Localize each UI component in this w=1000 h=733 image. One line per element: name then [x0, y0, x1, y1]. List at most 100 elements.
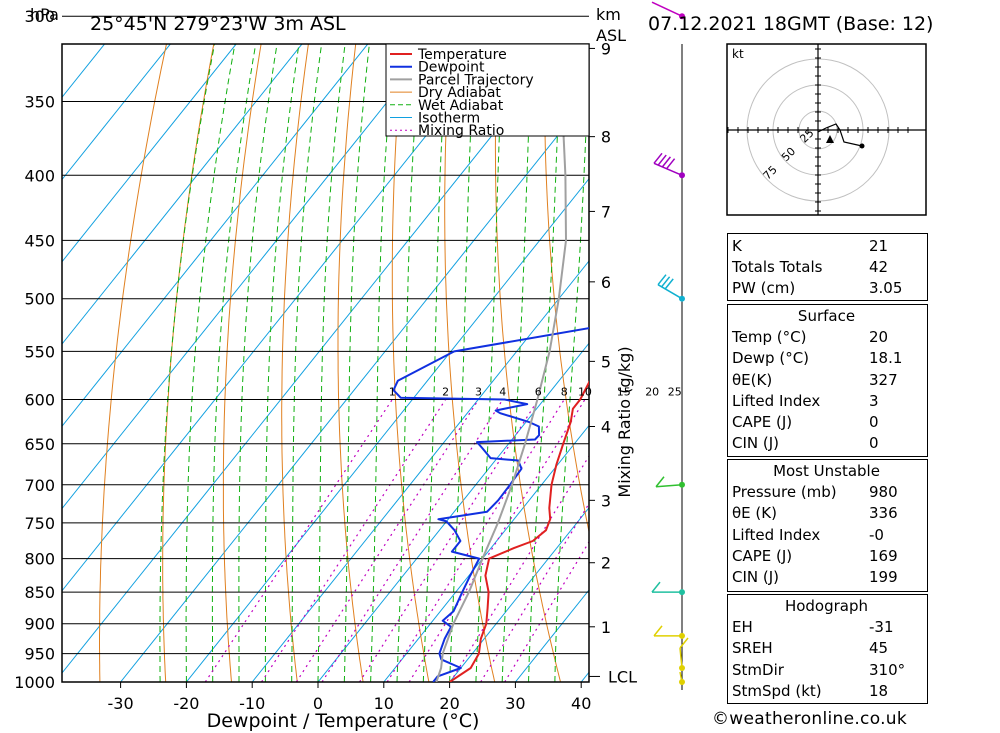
- mu-cin-label: CIN (J): [732, 568, 780, 587]
- km-tick-label: 2: [601, 554, 611, 573]
- isotherm-line: [62, 44, 435, 510]
- pw-value: 3.05: [869, 279, 903, 298]
- mu-cin-value: 199: [869, 568, 898, 587]
- height-axis: 9 8 7 6 5 4 3 2 1 LCL: [589, 39, 637, 686]
- surface-temp-label: Temp (°C): [732, 327, 807, 346]
- totals-value: 42: [869, 257, 889, 276]
- x-axis-label: Dewpoint / Temperature (°C): [207, 710, 480, 732]
- pressure-tick-label: 350: [24, 92, 55, 111]
- hodograph-endpoint: [859, 143, 865, 149]
- wet-adiabat-line: [317, 44, 346, 682]
- wet-adiabat-line: [291, 44, 323, 682]
- pressure-tick-label: 650: [24, 435, 55, 454]
- surface-table: Surface Temp (°C) 20 Dewp (°C) 18.1 θE(K) 3…: [727, 305, 926, 454]
- dewpoint-line: [392, 327, 589, 682]
- mu-thetae-label: θE (K): [732, 504, 777, 523]
- stmspd-value: 18: [869, 681, 889, 700]
- temperature-tick-label: -10: [239, 694, 265, 713]
- wind-level-dot: [679, 679, 685, 685]
- wet-adiabat-line: [501, 44, 533, 682]
- temperature-tick-label: 20: [439, 694, 459, 713]
- mixing-ratio-line: [321, 399, 504, 682]
- temperature-tick-label: 30: [505, 694, 525, 713]
- mixing-ratio-line: [449, 455, 589, 682]
- mu-pressure-value: 980: [869, 482, 898, 501]
- wet-adiabat-line: [422, 44, 449, 682]
- k-value: 21: [869, 236, 889, 255]
- temperature-tick-label: 0: [313, 694, 323, 713]
- mu-pressure-label: Pressure (mb): [732, 482, 837, 501]
- storm-motion-marker: [826, 135, 834, 143]
- pressure-tick-label: 900: [24, 615, 55, 634]
- hodograph-trace: [817, 123, 863, 147]
- dry-adiabat-line: [592, 16, 692, 682]
- mixing-ratio-axis-label: Mixing Ratio (g/kg): [615, 346, 634, 497]
- legend-label: Wet Adiabat: [418, 98, 504, 114]
- wind-level-dot: [679, 295, 685, 302]
- location-title: 25°45'N 279°23'W 3m ASL: [90, 13, 346, 35]
- wet-adiabat-line: [185, 44, 236, 682]
- pressure-tick-label: 950: [24, 645, 55, 664]
- wet-adiabat-line: [449, 44, 476, 682]
- pressure-tick-label: 750: [24, 514, 55, 533]
- isotherm-line: [62, 44, 303, 345]
- mu-li-value: -0: [869, 525, 884, 544]
- wind-level-dot: [679, 589, 685, 596]
- wet-adiabat-line: [475, 44, 505, 682]
- km-tick-label: 3: [601, 491, 611, 510]
- km-tick-label: 6: [601, 273, 611, 292]
- isotherm-line: [317, 342, 589, 682]
- copyright-footer: ©weatheronline.co.uk: [712, 709, 908, 729]
- mixing-ratio-tick-label: 15: [617, 386, 631, 399]
- wet-adiabat-line: [238, 44, 278, 682]
- wind-barb-column: [651, 1, 689, 690]
- legend-label: Temperature: [417, 47, 507, 63]
- isotherm-line: [186, 177, 589, 682]
- wind-level-dot: [679, 172, 685, 179]
- wind-barb-flag: [653, 625, 663, 637]
- isotherm-line: [251, 260, 589, 682]
- surface-dewp-value: 18.1: [869, 349, 903, 368]
- wind-barb-flag: [657, 274, 667, 286]
- pressure-tick-label: 400: [24, 166, 55, 185]
- wind-level-dot: [679, 481, 685, 488]
- legend-label: Mixing Ratio: [418, 123, 504, 139]
- wind-barb-flag: [664, 278, 674, 290]
- mixing-ratio-tick-label: 4: [499, 386, 506, 399]
- pressure-tick-label: 1000: [14, 673, 55, 692]
- wind-barb-flag: [661, 156, 671, 168]
- legend-label: Dry Adiabat: [418, 85, 501, 101]
- sounding-profiles: [392, 44, 589, 682]
- hodograph-stats-box: [727, 594, 928, 704]
- mixing-ratio-line: [408, 399, 586, 682]
- wind-barb-flag: [653, 152, 663, 164]
- wind-level-dot: [679, 632, 685, 639]
- surface-li-label: Lifted Index: [732, 391, 821, 410]
- mixing-ratio-tick-label: 1: [389, 386, 396, 399]
- dry-adiabat-line: [162, 44, 215, 682]
- wind-barb: [655, 484, 683, 488]
- legend-box: [385, 43, 590, 137]
- temperature-tick-labels: -30 -20 -10 0 10 20 30 40: [108, 682, 591, 713]
- temperature-tick-label: 40: [571, 694, 591, 713]
- wet-adiabat-line: [343, 44, 370, 682]
- km-label: km: [596, 5, 621, 24]
- dry-adiabat-line: [919, 16, 1000, 682]
- surface-box: [727, 304, 928, 457]
- indices-table: K 21 Totals Totals 42 PW (cm) 3.05: [727, 235, 926, 299]
- wind-level-dot: [679, 13, 685, 20]
- mixing-ratio-tick-label: 8: [561, 386, 568, 399]
- surface-temp-value: 20: [869, 327, 889, 346]
- mixing-ratio-tick-label: 25: [668, 386, 682, 399]
- surface-cape-value: 0: [869, 413, 879, 432]
- wet-adiabat-line: [264, 44, 300, 682]
- wet-adiabat-line: [396, 44, 422, 682]
- sreh-label: SREH: [732, 639, 773, 658]
- wet-adiabat-line: [528, 44, 562, 682]
- temperature-line: [449, 44, 589, 682]
- isotherm-line: [62, 44, 369, 428]
- surface-title: Surface: [797, 306, 856, 325]
- pressure-tick-label: 450: [24, 231, 55, 250]
- mixing-ratio-line: [386, 399, 565, 682]
